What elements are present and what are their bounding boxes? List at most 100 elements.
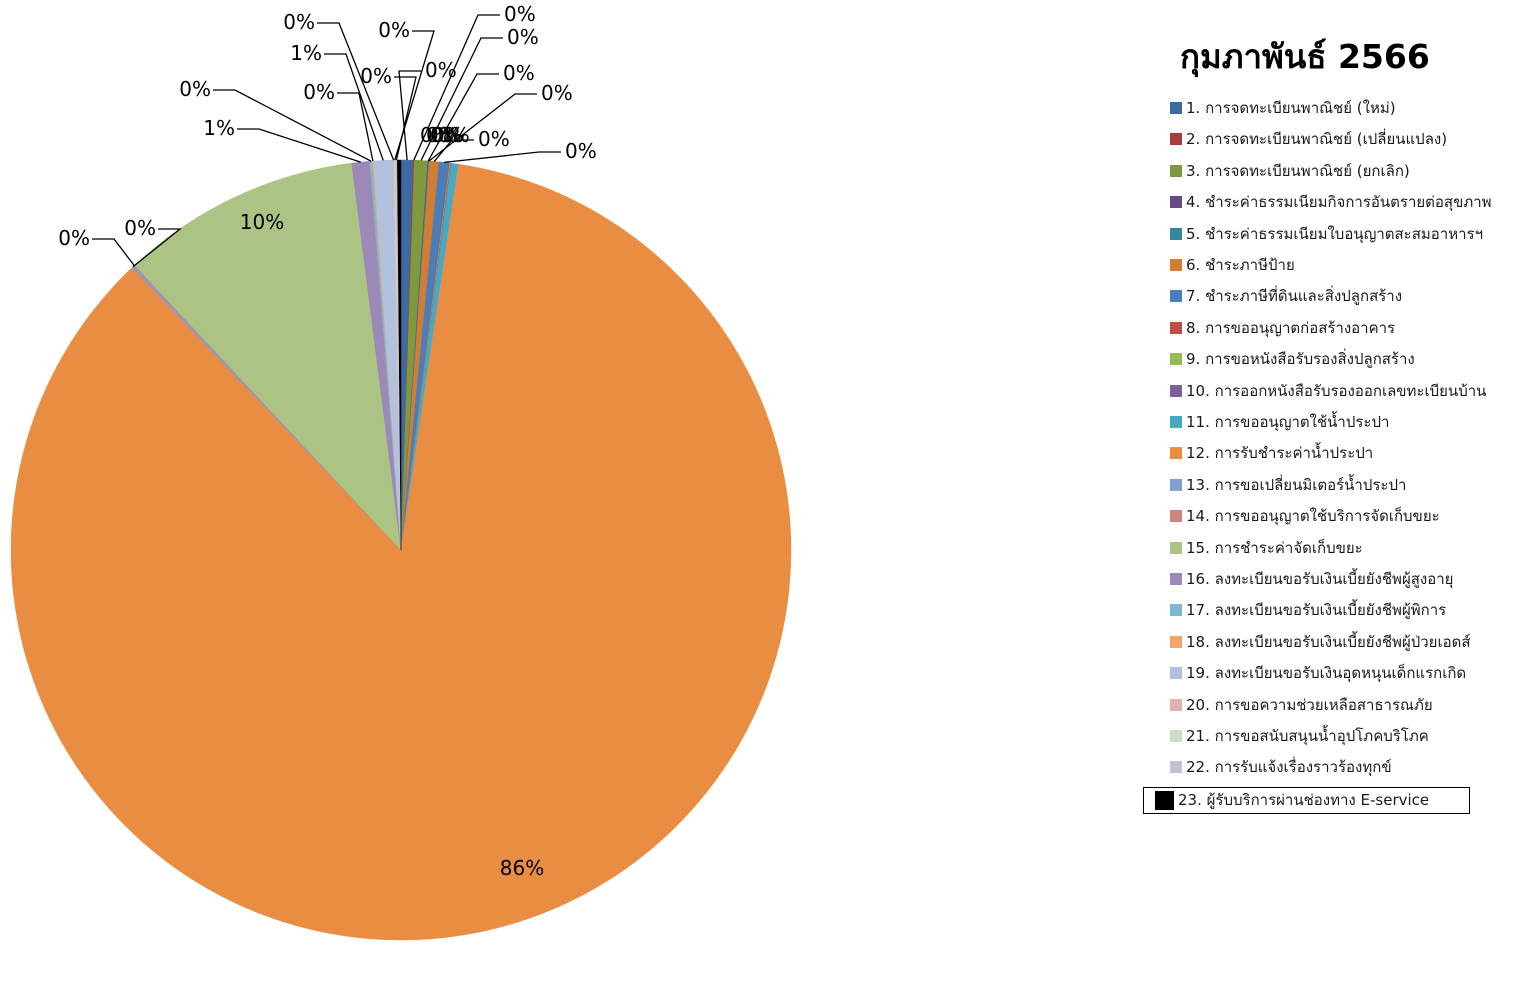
legend-label-6: 6. ชำระภาษีป้าย — [1186, 256, 1295, 274]
legend-label-19: 19. ลงทะเบียนขอรับเงินอุดหนุนเด็กแรกเกิด — [1186, 664, 1467, 683]
data-label-14: 0% — [58, 226, 90, 250]
legend-swatch-16 — [1170, 573, 1182, 585]
legend-swatch-22 — [1170, 761, 1182, 774]
leader-line-6 — [433, 139, 474, 162]
legend-item-13: 13. การขอเปลี่ยนมิเตอร์น้ำประปา — [1170, 473, 1406, 497]
legend-label-13: 13. การขอเปลี่ยนมิเตอร์น้ำประปา — [1186, 475, 1407, 494]
data-label-2: 0% — [504, 2, 536, 26]
legend-swatch-4 — [1170, 196, 1182, 209]
data-label-6: 0% — [478, 127, 510, 151]
legend-swatch-13 — [1170, 478, 1182, 491]
legend-label-21: 21. การขอสนับสนุนน้ำอุปโภคบริโภค — [1186, 727, 1429, 745]
legend-item-16: 16. ลงทะเบียนขอรับเงินเบี้ยยังชีพผู้สูงอ… — [1170, 567, 1453, 591]
data-label-12: 86% — [500, 856, 544, 880]
data-label-16: 1% — [203, 116, 235, 140]
leader-line-13 — [132, 228, 182, 268]
legend-item-2: 2. การจดทะเบียนพาณิชย์ (เปลี่ยนแปลง) — [1170, 127, 1447, 151]
legend-item-23: 23. ผู้รับบริการผ่านช่องทาง E-service — [1143, 786, 1471, 814]
legend-swatch-21 — [1170, 730, 1182, 742]
legend-swatch-1 — [1170, 102, 1182, 114]
legend-item-1: 1. การจดทะเบียนพาณิชย์ (ใหม่) — [1170, 96, 1396, 120]
legend-item-6: 6. ชำระภาษีป้าย — [1170, 253, 1295, 277]
leader-line-16 — [237, 128, 361, 163]
legend-item-14: 14. การขออนุญาตใช้บริการจัดเก็บขยะ — [1170, 504, 1440, 528]
data-label-17: 0% — [179, 77, 211, 101]
pie-slices — [10, 159, 792, 941]
data-label-3: 0% — [507, 25, 539, 49]
pie-slice-12 — [10, 163, 792, 941]
legend-label-12: 12. การรับชำระค่าน้ำประปา — [1186, 444, 1374, 463]
leader-line-3 — [420, 37, 503, 161]
leader-line-14 — [92, 238, 135, 266]
legend-swatch-8 — [1170, 321, 1182, 334]
legend-swatch-7 — [1170, 290, 1182, 303]
legend-label-1: 1. การจดทะเบียนพาณิชย์ (ใหม่) — [1186, 99, 1396, 117]
pie-slice-23 — [397, 159, 402, 551]
legend-label-8: 8. การขออนุญาตก่อสร้างอาคาร — [1186, 318, 1396, 337]
legend-swatch-11 — [1170, 416, 1182, 428]
legend-label-4: 4. ชำระค่าธรรมเนียมกิจการอันตรายต่อสุขภา… — [1186, 193, 1492, 212]
data-label-7: 0% — [565, 139, 597, 163]
data-label-11: 0% — [438, 123, 470, 147]
legend-label-18: 18. ลงทะเบียนขอรับเงินเบี้ยยังชีพผู้ป่วย… — [1186, 632, 1471, 651]
legend-label-15: 15. การชำระค่าจัดเก็บขยะ — [1186, 538, 1363, 557]
data-label-22: 0% — [360, 64, 392, 88]
data-label-10: 0% — [432, 123, 464, 147]
legend-item-4: 4. ชำระค่าธรรมเนียมกิจการอันตรายต่อสุขภา… — [1170, 190, 1492, 214]
legend-swatch-3 — [1170, 164, 1182, 177]
leader-line-5 — [428, 93, 537, 162]
legend-item-8: 8. การขออนุญาตก่อสร้างอาคาร — [1170, 316, 1395, 340]
leader-line-19 — [324, 53, 384, 161]
leader-line-4 — [427, 73, 499, 162]
legend-item-3: 3. การจดทะเบียนพาณิชย์ (ยกเลิก) — [1170, 159, 1410, 183]
data-label-20: 0% — [283, 10, 315, 34]
legend-swatch-10 — [1170, 384, 1182, 397]
data-label-5: 0% — [541, 81, 573, 105]
data-label-21: 0% — [378, 18, 410, 42]
legend-item-20: 20. การขอความช่วยเหลือสาธารณภัย — [1170, 693, 1433, 717]
leader-line-2 — [413, 14, 500, 161]
legend-label-10: 10. การออกหนังสือรับรองออกเลขทะเบียนบ้าน — [1186, 381, 1487, 400]
legend-label-16: 16. ลงทะเบียนขอรับเงินเบี้ยยังชีพผู้สูงอ… — [1186, 570, 1454, 588]
legend-item-17: 17. ลงทะเบียนขอรับเงินเบี้ยยังชีพผู้พิกา… — [1170, 598, 1446, 622]
data-label-15: 10% — [240, 210, 284, 234]
legend-swatch-19 — [1170, 667, 1182, 680]
legend-item-22: 22. การรับแจ้งเรื่องราวร้องทุกข์ — [1170, 755, 1392, 779]
legend-item-11: 11. การขออนุญาตใช้น้ำประปา — [1170, 410, 1389, 434]
legend-item-5: 5. ชำระค่าธรรมเนียมใบอนุญาตสะสมอาหารฯ — [1170, 222, 1483, 246]
leader-line-7 — [443, 151, 561, 164]
legend-label-9: 9. การขอหนังสือรับรองสิ่งปลูกสร้าง — [1186, 350, 1415, 369]
data-label-19: 1% — [290, 41, 322, 65]
pie-slice-15 — [134, 162, 402, 551]
data-label-8: 0% — [420, 123, 452, 147]
legend-item-7: 7. ชำระภาษีที่ดินและสิ่งปลูกสร้าง — [1170, 284, 1402, 308]
legend-swatch-18 — [1170, 635, 1182, 648]
legend-label-17: 17. ลงทะเบียนขอรับเงินเบี้ยยังชีพผู้พิกา… — [1186, 601, 1447, 620]
data-label-18: 0% — [303, 80, 335, 104]
legend-label-3: 3. การจดทะเบียนพาณิชย์ (ยกเลิก) — [1186, 161, 1410, 180]
legend-item-10: 10. การออกหนังสือรับรองออกเลขทะเบียนบ้าน — [1170, 379, 1486, 403]
legend-item-19: 19. ลงทะเบียนขอรับเงินอุดหนุนเด็กแรกเกิด — [1170, 661, 1466, 685]
legend-item-12: 12. การรับชำระค่าน้ำประปา — [1170, 441, 1373, 465]
legend-swatch-5 — [1170, 227, 1182, 240]
legend-item-9: 9. การขอหนังสือรับรองสิ่งปลูกสร้าง — [1170, 347, 1415, 371]
legend-swatch-6 — [1170, 259, 1182, 271]
leader-line-20 — [317, 22, 395, 161]
legend-swatch-23 — [1155, 790, 1174, 810]
leader-line-21 — [394, 30, 435, 161]
legend-label-7: 7. ชำระภาษีที่ดินและสิ่งปลูกสร้าง — [1186, 287, 1403, 306]
legend-item-15: 15. การชำระค่าจัดเก็บขยะ — [1170, 536, 1363, 560]
legend-swatch-2 — [1170, 133, 1182, 146]
legend-label-11: 11. การขออนุญาตใช้น้ำประปา — [1186, 413, 1390, 431]
legend-item-21: 21. การขอสนับสนุนน้ำอุปโภคบริโภค — [1170, 724, 1429, 748]
legend-swatch-20 — [1170, 698, 1182, 711]
legend-swatch-15 — [1170, 541, 1182, 554]
legend-label-20: 20. การขอความช่วยเหลือสาธารณภัย — [1186, 695, 1433, 714]
legend-swatch-12 — [1170, 447, 1182, 460]
data-label-4: 0% — [503, 61, 535, 85]
chart-title: กุมภาพันธ์ 2566 — [1180, 37, 1430, 76]
data-label-13: 0% — [124, 216, 156, 240]
data-label-23: 0% — [430, 123, 462, 147]
legend-label-14: 14. การขออนุญาตใช้บริการจัดเก็บขยะ — [1186, 507, 1440, 526]
